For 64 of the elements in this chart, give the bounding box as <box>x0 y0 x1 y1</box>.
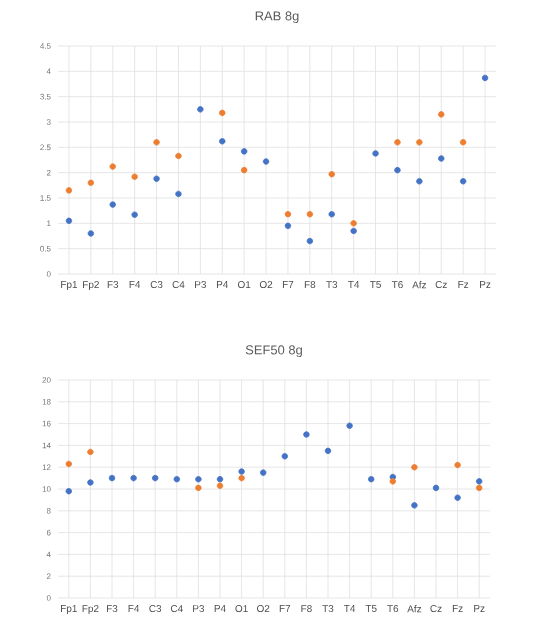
point <box>87 479 94 486</box>
point <box>389 478 396 485</box>
point <box>65 487 72 495</box>
point <box>303 431 310 438</box>
point <box>219 109 226 117</box>
point <box>284 211 292 218</box>
point <box>175 190 182 198</box>
point <box>216 482 224 489</box>
point <box>481 74 489 82</box>
point <box>394 139 401 146</box>
point <box>476 484 483 492</box>
point <box>454 461 461 469</box>
point <box>324 447 332 455</box>
point <box>260 469 267 476</box>
point <box>65 187 73 194</box>
point <box>350 227 357 235</box>
point <box>372 150 379 157</box>
point <box>153 139 160 146</box>
point <box>411 464 418 471</box>
point <box>240 166 248 174</box>
point <box>131 173 138 180</box>
point <box>306 237 314 245</box>
point <box>65 217 73 224</box>
point <box>130 474 137 482</box>
point <box>411 502 418 509</box>
point <box>328 211 335 218</box>
point <box>197 106 204 113</box>
point <box>108 474 116 482</box>
point <box>476 478 483 485</box>
point <box>284 222 292 230</box>
point <box>240 148 248 155</box>
point <box>173 476 180 483</box>
point <box>65 460 72 468</box>
point <box>152 474 159 482</box>
point <box>238 468 245 475</box>
point <box>219 138 226 145</box>
point <box>262 158 270 165</box>
point <box>216 476 224 483</box>
point <box>175 152 182 160</box>
point <box>432 484 440 492</box>
point <box>87 230 95 237</box>
point <box>346 422 353 429</box>
point <box>350 220 357 227</box>
point <box>394 166 401 174</box>
point <box>438 111 445 118</box>
point <box>87 448 94 456</box>
point <box>459 139 467 146</box>
point <box>416 139 423 146</box>
point <box>454 494 461 501</box>
point <box>153 175 160 182</box>
point <box>109 163 116 170</box>
point <box>328 171 335 178</box>
point <box>416 178 423 185</box>
point <box>109 201 116 208</box>
point <box>131 211 138 218</box>
point <box>87 179 95 186</box>
point <box>281 453 288 460</box>
point <box>368 476 375 483</box>
point <box>459 178 467 185</box>
point <box>238 474 245 482</box>
point <box>195 484 202 492</box>
point <box>195 476 202 483</box>
point <box>438 155 445 162</box>
point <box>306 211 314 218</box>
